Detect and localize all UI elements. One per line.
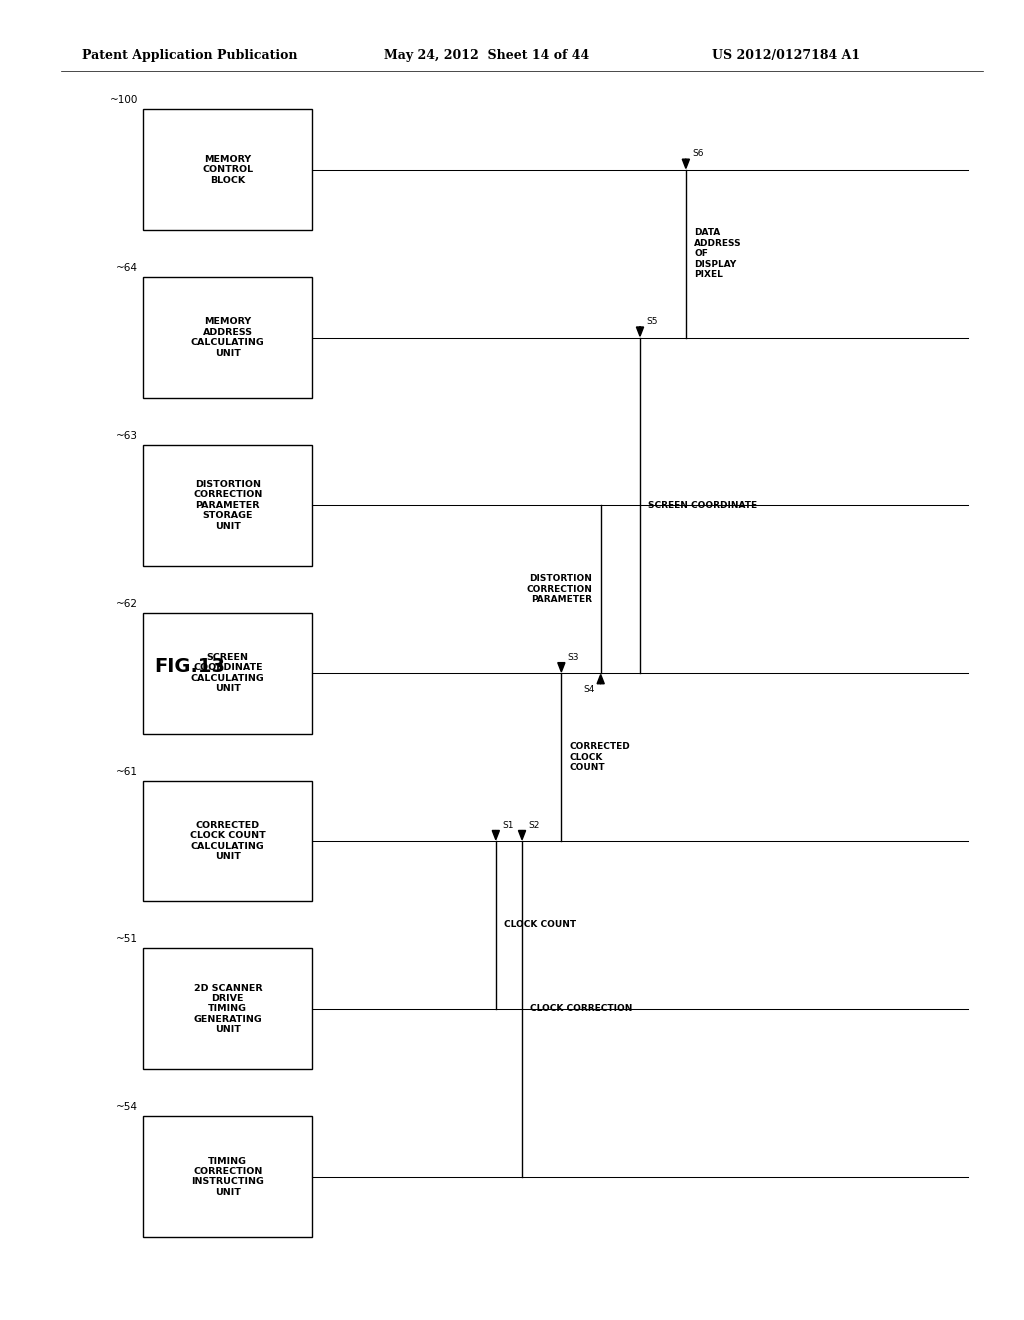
Text: 2D SCANNER
DRIVE
TIMING
GENERATING
UNIT: 2D SCANNER DRIVE TIMING GENERATING UNIT xyxy=(194,983,262,1034)
Text: S6: S6 xyxy=(692,149,703,158)
Text: CLOCK CORRECTION: CLOCK CORRECTION xyxy=(530,1005,633,1014)
Text: SCREEN COORDINATE: SCREEN COORDINATE xyxy=(648,500,758,510)
Text: CORRECTED
CLOCK
COUNT: CORRECTED CLOCK COUNT xyxy=(569,742,631,772)
Text: Patent Application Publication: Patent Application Publication xyxy=(82,49,297,62)
Text: S3: S3 xyxy=(567,653,579,661)
Text: SCREEN
COORDINATE
CALCULATING
UNIT: SCREEN COORDINATE CALCULATING UNIT xyxy=(190,653,265,693)
Text: ~63: ~63 xyxy=(117,432,138,441)
Text: TIMING
CORRECTION
INSTRUCTING
UNIT: TIMING CORRECTION INSTRUCTING UNIT xyxy=(191,1156,264,1197)
Text: MEMORY
ADDRESS
CALCULATING
UNIT: MEMORY ADDRESS CALCULATING UNIT xyxy=(190,317,265,358)
Text: S5: S5 xyxy=(646,317,657,326)
Text: ~54: ~54 xyxy=(117,1102,138,1113)
Text: S2: S2 xyxy=(528,821,540,830)
Text: DISTORTION
CORRECTION
PARAMETER: DISTORTION CORRECTION PARAMETER xyxy=(526,574,593,605)
Text: FIG.13: FIG.13 xyxy=(154,657,225,676)
Text: US 2012/0127184 A1: US 2012/0127184 A1 xyxy=(712,49,860,62)
Text: CLOCK COUNT: CLOCK COUNT xyxy=(504,920,577,929)
Text: MEMORY
CONTROL
BLOCK: MEMORY CONTROL BLOCK xyxy=(203,154,253,185)
Text: ~61: ~61 xyxy=(117,767,138,776)
Text: ~62: ~62 xyxy=(117,599,138,609)
Text: DATA
ADDRESS
OF
DISPLAY
PIXEL: DATA ADDRESS OF DISPLAY PIXEL xyxy=(694,228,741,279)
Text: S4: S4 xyxy=(583,685,595,693)
Text: DISTORTION
CORRECTION
PARAMETER
STORAGE
UNIT: DISTORTION CORRECTION PARAMETER STORAGE … xyxy=(194,480,262,531)
Text: CORRECTED
CLOCK COUNT
CALCULATING
UNIT: CORRECTED CLOCK COUNT CALCULATING UNIT xyxy=(190,821,265,861)
Text: S1: S1 xyxy=(502,821,513,830)
Text: ~64: ~64 xyxy=(117,263,138,273)
Text: ~100: ~100 xyxy=(110,95,138,106)
Text: ~51: ~51 xyxy=(117,935,138,945)
Text: May 24, 2012  Sheet 14 of 44: May 24, 2012 Sheet 14 of 44 xyxy=(384,49,589,62)
